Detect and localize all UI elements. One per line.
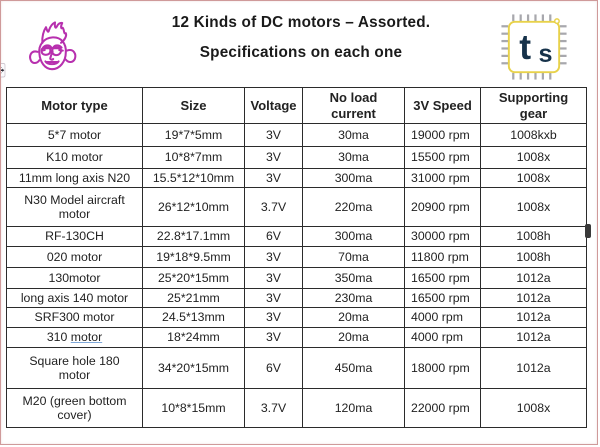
svg-text:t: t (519, 27, 531, 67)
svg-text:s: s (538, 40, 552, 68)
